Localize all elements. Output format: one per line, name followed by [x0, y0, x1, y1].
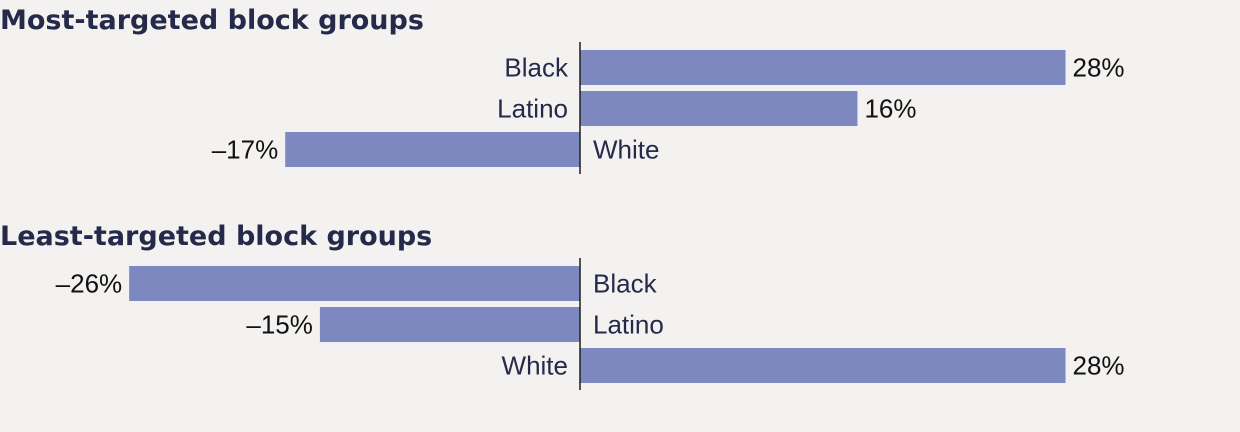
bar-white [285, 132, 580, 167]
bar-black [129, 266, 580, 301]
category-label-black: Black [593, 269, 658, 299]
category-label-latino: Latino [593, 310, 664, 340]
category-label-white: White [593, 135, 659, 165]
least-targeted-chart: Black –26% Latino –15% White 28% [56, 258, 1125, 390]
category-label-black: Black [504, 53, 569, 83]
bar-latino [580, 91, 858, 126]
bar-white [580, 348, 1066, 383]
least-targeted-title: Least-targeted block groups [0, 221, 433, 252]
bar-latino [319, 307, 580, 342]
most-targeted-title: Most-targeted block groups [0, 5, 424, 36]
value-label-white: –17% [212, 135, 279, 165]
value-label-latino: 16% [864, 94, 916, 124]
value-label-latino: –15% [246, 310, 313, 340]
category-label-latino: Latino [497, 94, 568, 124]
category-label-white: White [502, 351, 568, 381]
bar-black [580, 50, 1066, 85]
value-label-black: 28% [1073, 53, 1125, 83]
most-targeted-chart: Black 28% Latino 16% White –17% [212, 42, 1125, 174]
value-label-white: 28% [1073, 351, 1125, 381]
value-label-black: –26% [56, 269, 123, 299]
